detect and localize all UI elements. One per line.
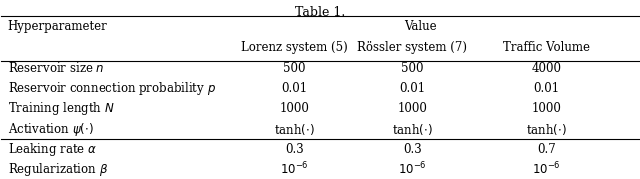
Text: Reservoir connection probability $p$: Reservoir connection probability $p$ bbox=[8, 80, 216, 97]
Text: Value: Value bbox=[404, 20, 436, 33]
Text: 1000: 1000 bbox=[397, 102, 428, 115]
Text: tanh$(\cdot)$: tanh$(\cdot)$ bbox=[526, 122, 566, 137]
Text: $10^{-6}$: $10^{-6}$ bbox=[398, 161, 427, 178]
Text: Reservoir size $n$: Reservoir size $n$ bbox=[8, 61, 104, 75]
Text: Hyperparameter: Hyperparameter bbox=[8, 20, 108, 33]
Text: 500: 500 bbox=[284, 62, 306, 75]
Text: Regularization $\beta$: Regularization $\beta$ bbox=[8, 161, 108, 178]
Text: 4000: 4000 bbox=[531, 62, 561, 75]
Text: Activation $\psi(\cdot)$: Activation $\psi(\cdot)$ bbox=[8, 120, 93, 137]
Text: tanh$(\cdot)$: tanh$(\cdot)$ bbox=[274, 122, 315, 137]
Text: 1000: 1000 bbox=[280, 102, 310, 115]
Text: 0.7: 0.7 bbox=[537, 143, 556, 156]
Text: 0.01: 0.01 bbox=[533, 82, 559, 95]
Text: $10^{-6}$: $10^{-6}$ bbox=[280, 161, 309, 178]
Text: 0.01: 0.01 bbox=[282, 82, 308, 95]
Text: 1000: 1000 bbox=[531, 102, 561, 115]
Text: 500: 500 bbox=[401, 62, 424, 75]
Text: Table 1.: Table 1. bbox=[295, 6, 345, 19]
Text: tanh$(\cdot)$: tanh$(\cdot)$ bbox=[392, 122, 433, 137]
Text: 0.3: 0.3 bbox=[403, 143, 422, 156]
Text: Rössler system (7): Rössler system (7) bbox=[357, 41, 467, 54]
Text: Leaking rate $\alpha$: Leaking rate $\alpha$ bbox=[8, 141, 97, 158]
Text: Training length $N$: Training length $N$ bbox=[8, 100, 115, 117]
Text: Traffic Volume: Traffic Volume bbox=[502, 41, 589, 54]
Text: 0.01: 0.01 bbox=[399, 82, 426, 95]
Text: $10^{-6}$: $10^{-6}$ bbox=[532, 161, 561, 178]
Text: Lorenz system (5): Lorenz system (5) bbox=[241, 41, 348, 54]
Text: 0.3: 0.3 bbox=[285, 143, 304, 156]
